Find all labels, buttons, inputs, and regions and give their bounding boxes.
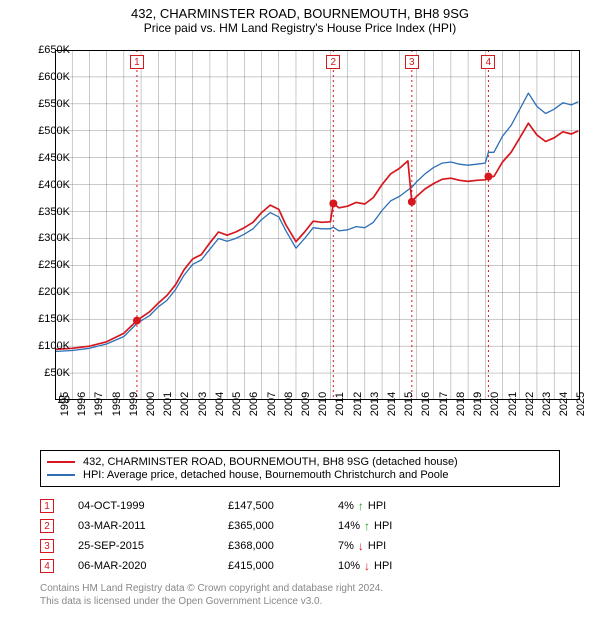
x-tick-label: 1998 (111, 392, 123, 416)
legend-label: HPI: Average price, detached house, Bour… (83, 469, 448, 481)
transaction-vs-label: HPI (368, 500, 386, 512)
x-tick-label: 2019 (472, 392, 484, 416)
arrow-up-icon: ↑ (364, 520, 370, 532)
legend-swatch (47, 461, 75, 463)
x-tick-label: 2014 (386, 392, 398, 416)
y-tick-label: £450K (15, 152, 70, 164)
x-tick-label: 2008 (283, 392, 295, 416)
legend-row: 432, CHARMINSTER ROAD, BOURNEMOUTH, BH8 … (47, 456, 553, 468)
transaction-row: 2 03-MAR-2011£365,00014% ↑ HPI (40, 516, 560, 536)
y-tick-label: £150K (15, 313, 70, 325)
transaction-row: 1 04-OCT-1999£147,5004% ↑ HPI (40, 496, 560, 516)
x-tick-label: 2023 (541, 392, 553, 416)
event-marker-box: 4 (481, 55, 495, 69)
transaction-row: 3 25-SEP-2015£368,0007% ↓ HPI (40, 536, 560, 556)
transaction-diff-pct: 10% (338, 560, 360, 572)
y-tick-label: £400K (15, 179, 70, 191)
chart-titles: 432, CHARMINSTER ROAD, BOURNEMOUTH, BH8 … (0, 0, 600, 35)
x-tick-label: 2007 (266, 392, 278, 416)
y-tick-label: £300K (15, 232, 70, 244)
y-tick-label: £100K (15, 340, 70, 352)
x-tick-label: 1999 (128, 392, 140, 416)
y-tick-label: £600K (15, 71, 70, 83)
transaction-row: 4 06-MAR-2020£415,00010% ↓ HPI (40, 556, 560, 576)
x-tick-label: 2012 (352, 392, 364, 416)
x-tick-label: 2017 (438, 392, 450, 416)
transaction-diff: 4% ↑ HPI (338, 500, 386, 512)
transaction-number-box: 4 (40, 559, 54, 573)
x-tick-label: 2009 (300, 392, 312, 416)
x-tick-label: 2024 (558, 392, 570, 416)
transaction-price: £415,000 (228, 560, 338, 572)
transaction-diff-pct: 4% (338, 500, 354, 512)
footer-line1: Contains HM Land Registry data © Crown c… (40, 582, 560, 595)
y-tick-label: £200K (15, 286, 70, 298)
transaction-price: £368,000 (228, 540, 338, 552)
x-tick-label: 2025 (575, 392, 587, 416)
transaction-number-box: 3 (40, 539, 54, 553)
arrow-up-icon: ↑ (358, 500, 364, 512)
transaction-number-box: 1 (40, 499, 54, 513)
event-marker-box: 2 (326, 55, 340, 69)
transaction-price: £365,000 (228, 520, 338, 532)
transaction-diff: 7% ↓ HPI (338, 540, 386, 552)
y-tick-label: £650K (15, 44, 70, 56)
x-tick-label: 2005 (231, 392, 243, 416)
chart-plot-area (55, 50, 580, 400)
transaction-price: £147,500 (228, 500, 338, 512)
chart-svg (55, 50, 580, 400)
legend-row: HPI: Average price, detached house, Bour… (47, 469, 553, 481)
x-tick-label: 1997 (93, 392, 105, 416)
y-tick-label: £500K (15, 125, 70, 137)
transaction-diff: 10% ↓ HPI (338, 560, 392, 572)
transaction-date: 03-MAR-2011 (78, 520, 228, 532)
footer-attribution: Contains HM Land Registry data © Crown c… (40, 582, 560, 608)
legend-swatch (47, 474, 75, 476)
x-tick-label: 2000 (145, 392, 157, 416)
y-tick-label: £50K (15, 367, 70, 379)
transaction-diff-pct: 14% (338, 520, 360, 532)
x-tick-label: 2002 (179, 392, 191, 416)
x-tick-label: 2013 (369, 392, 381, 416)
transactions-table: 1 04-OCT-1999£147,5004% ↑ HPI 2 03-MAR-2011£3… (40, 496, 560, 576)
transaction-date: 25-SEP-2015 (78, 540, 228, 552)
x-tick-label: 2006 (248, 392, 260, 416)
y-tick-label: £250K (15, 259, 70, 271)
x-tick-label: 1996 (76, 392, 88, 416)
transaction-diff-pct: 7% (338, 540, 354, 552)
footer-line2: This data is licensed under the Open Gov… (40, 595, 560, 608)
x-tick-label: 2004 (214, 392, 226, 416)
title-line1: 432, CHARMINSTER ROAD, BOURNEMOUTH, BH8 … (0, 6, 600, 21)
x-tick-label: 2010 (317, 392, 329, 416)
x-tick-label: 1995 (59, 392, 71, 416)
x-tick-label: 2018 (455, 392, 467, 416)
transaction-date: 06-MAR-2020 (78, 560, 228, 572)
title-line2: Price paid vs. HM Land Registry's House … (0, 21, 600, 35)
x-tick-label: 2021 (507, 392, 519, 416)
legend-label: 432, CHARMINSTER ROAD, BOURNEMOUTH, BH8 … (83, 456, 458, 468)
x-tick-label: 2016 (420, 392, 432, 416)
y-tick-label: £350K (15, 206, 70, 218)
x-tick-label: 2003 (197, 392, 209, 416)
arrow-down-icon: ↓ (364, 560, 370, 572)
arrow-down-icon: ↓ (358, 540, 364, 552)
y-tick-label: £550K (15, 98, 70, 110)
x-tick-label: 2020 (489, 392, 501, 416)
x-tick-label: 2015 (403, 392, 415, 416)
transaction-date: 04-OCT-1999 (78, 500, 228, 512)
event-marker-box: 1 (130, 55, 144, 69)
transaction-vs-label: HPI (368, 540, 386, 552)
x-tick-label: 2001 (162, 392, 174, 416)
x-tick-label: 2011 (334, 392, 346, 416)
legend-box: 432, CHARMINSTER ROAD, BOURNEMOUTH, BH8 … (40, 450, 560, 487)
transaction-number-box: 2 (40, 519, 54, 533)
x-tick-label: 2022 (524, 392, 536, 416)
transaction-diff: 14% ↑ HPI (338, 520, 392, 532)
event-marker-box: 3 (405, 55, 419, 69)
transaction-vs-label: HPI (374, 520, 392, 532)
transaction-vs-label: HPI (374, 560, 392, 572)
